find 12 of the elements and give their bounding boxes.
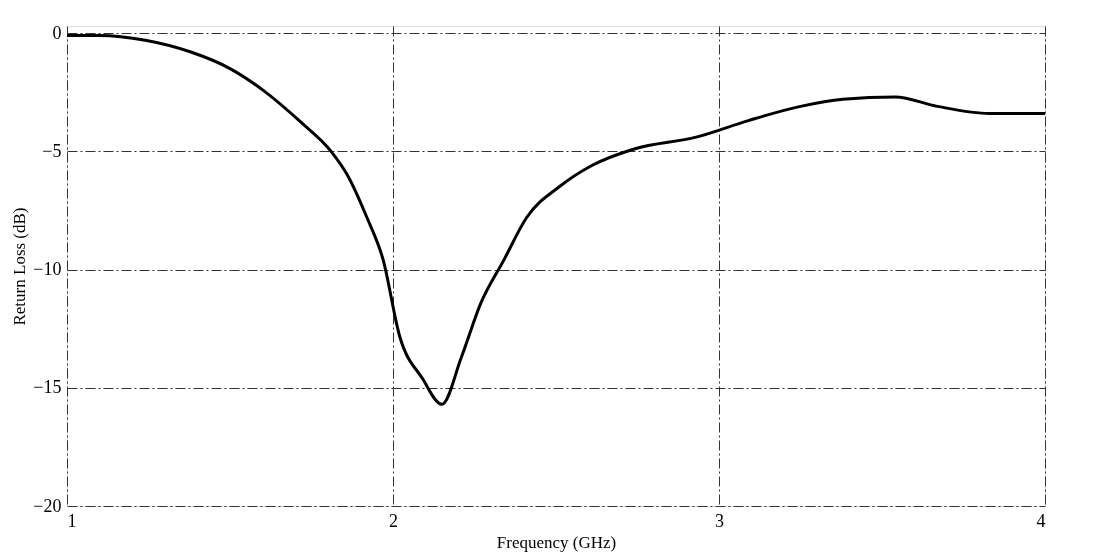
- x-tick-label: 2: [389, 510, 398, 531]
- x-tick-label: 1: [67, 510, 77, 531]
- y-axis-title: Return Loss (dB): [10, 207, 30, 326]
- line-series: [67, 33, 1045, 406]
- x-tick-label: 3: [715, 510, 724, 531]
- y-tick-label: −10: [33, 259, 62, 280]
- y-tick-label: 0: [52, 22, 62, 43]
- y-tick-label: −15: [33, 377, 62, 398]
- x-axis-title: Frequency (GHz): [496, 532, 617, 552]
- x-tick-label: 4: [1036, 510, 1046, 531]
- y-tick-label: −5: [42, 140, 62, 161]
- y-tick-label: −20: [33, 495, 62, 516]
